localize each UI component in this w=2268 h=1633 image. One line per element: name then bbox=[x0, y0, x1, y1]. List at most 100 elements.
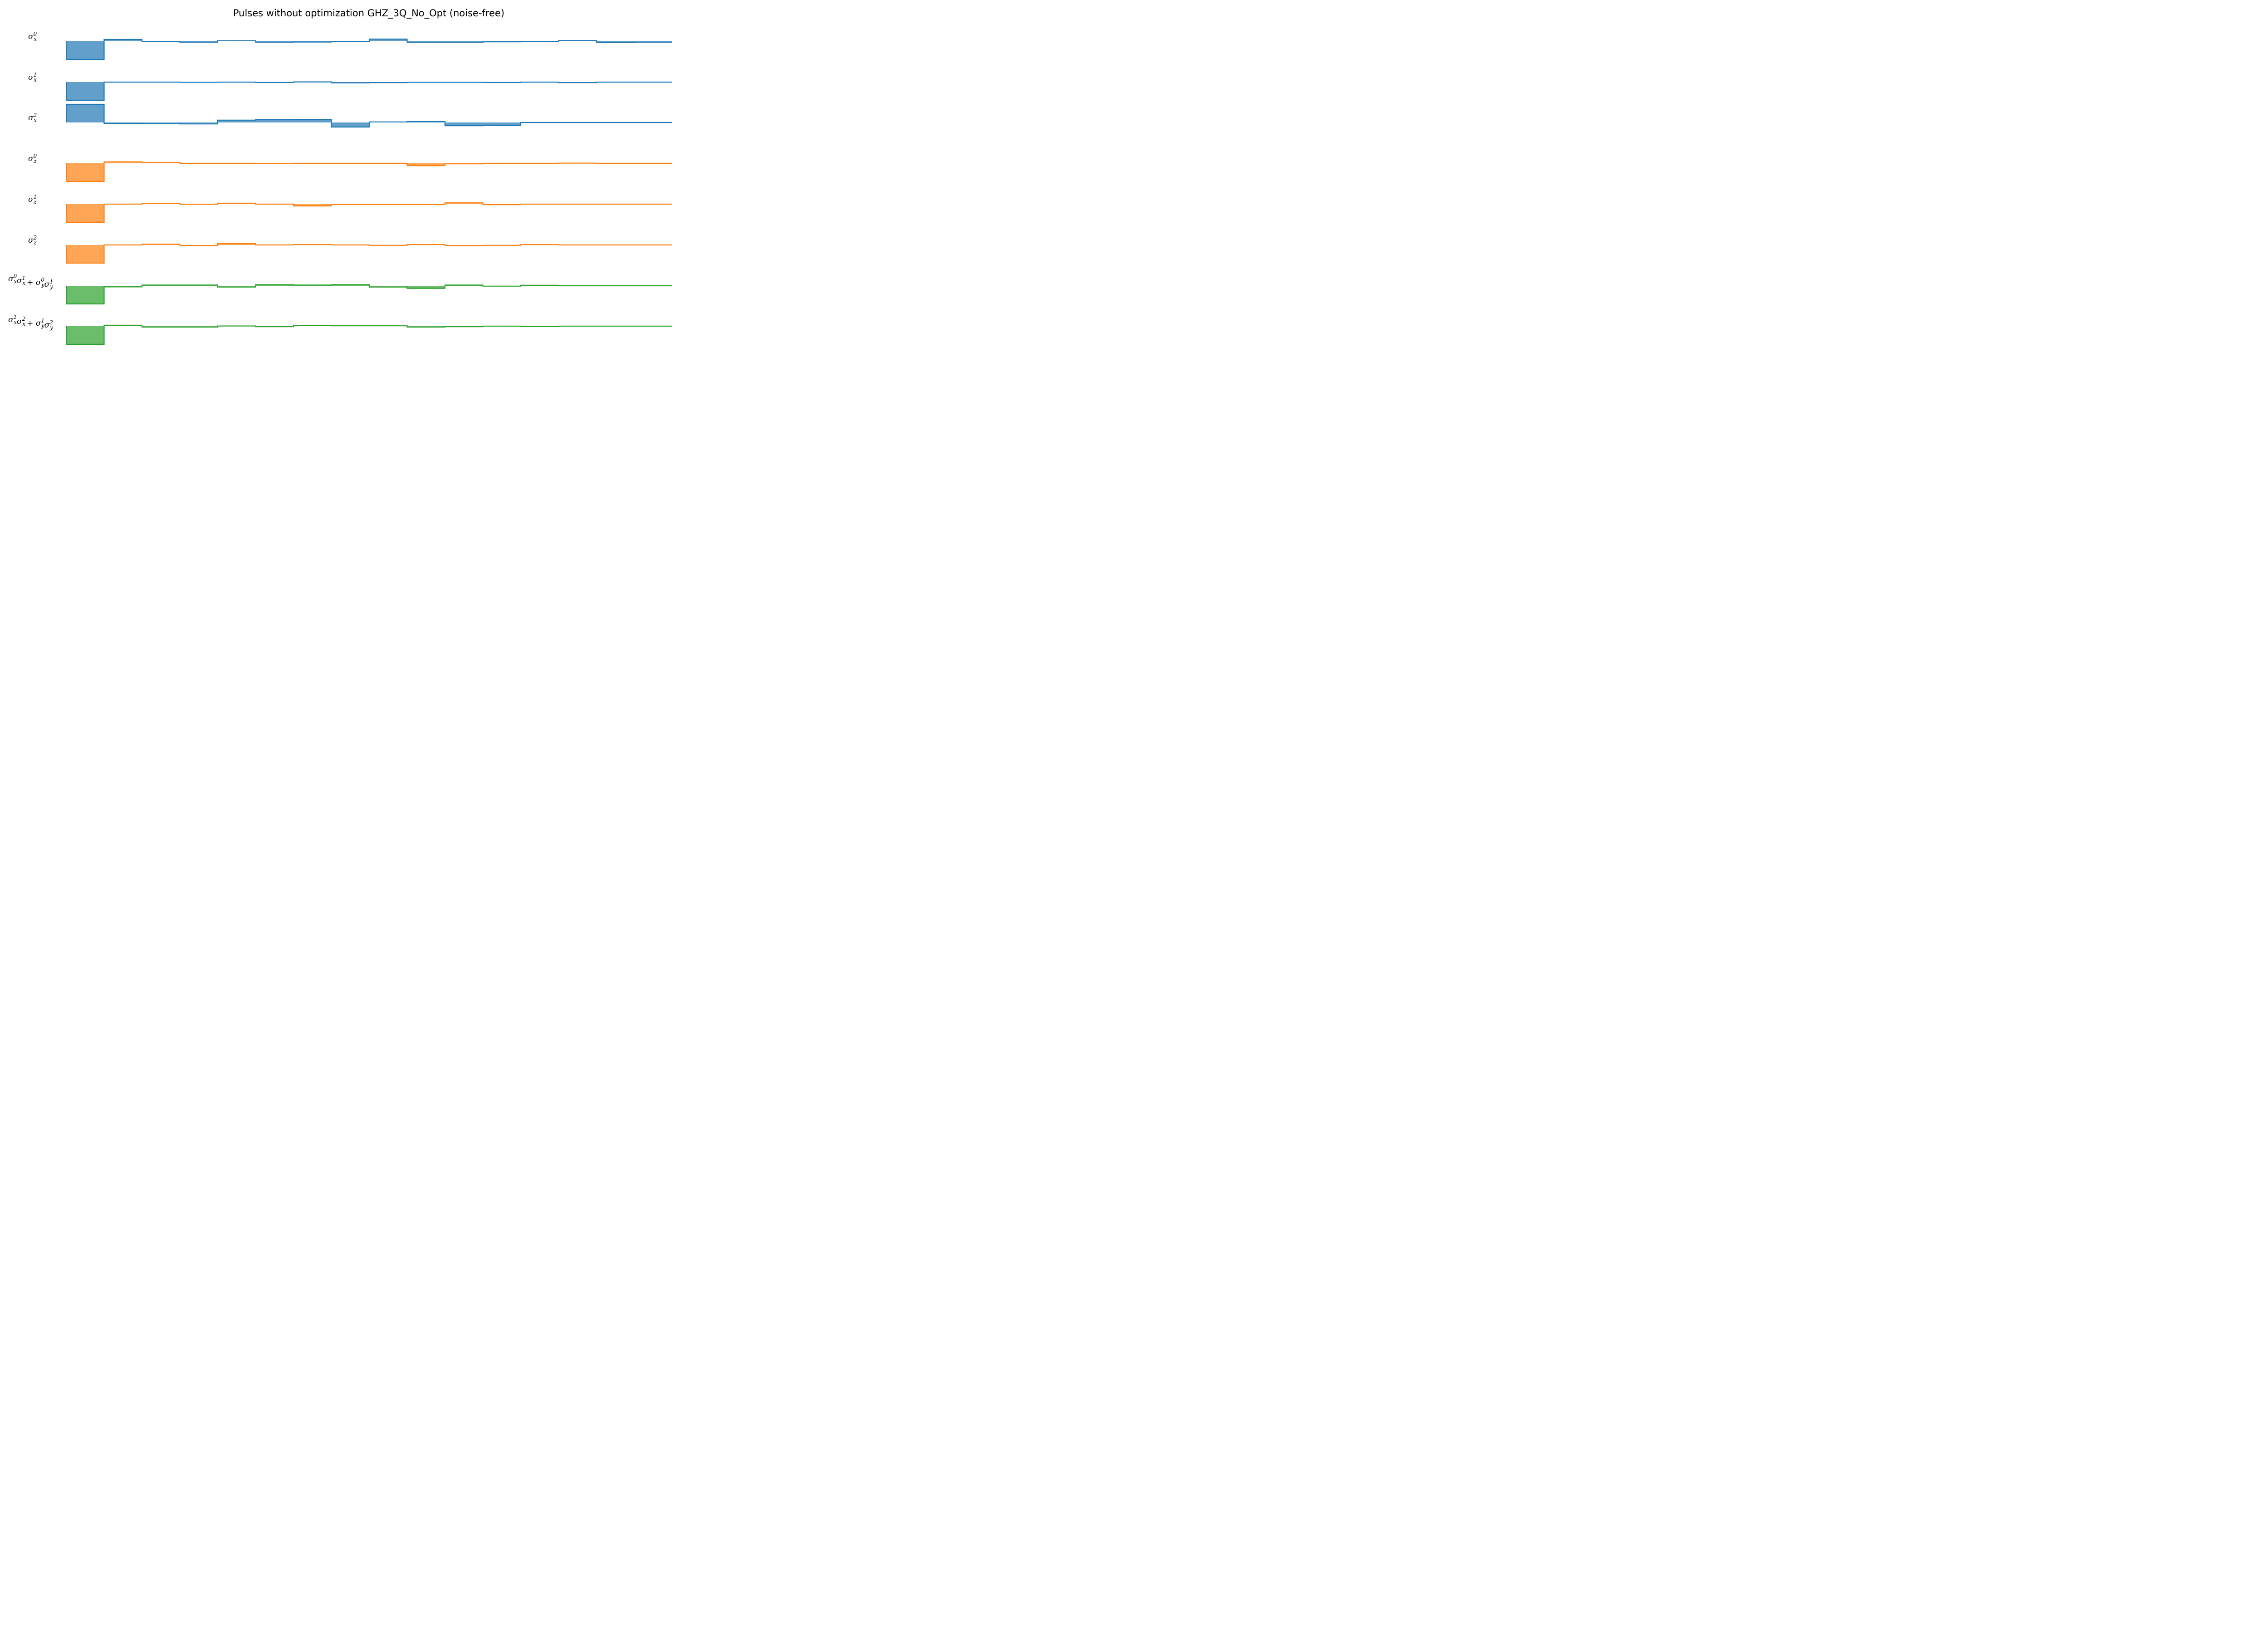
label-sigma: σ bbox=[28, 154, 34, 163]
label-sigma: σ bbox=[28, 195, 34, 204]
label-plus: + bbox=[27, 319, 36, 328]
label-superscript: 0 bbox=[34, 31, 37, 37]
pulse-line bbox=[66, 284, 672, 305]
label-sigma: σ bbox=[17, 317, 22, 326]
label-superscript: 1 bbox=[22, 275, 26, 281]
label-sigma: σ bbox=[8, 315, 14, 324]
series-label: σ1 z bbox=[28, 194, 37, 205]
label-subscript: x bbox=[14, 278, 17, 284]
pulse-line bbox=[66, 103, 672, 128]
pulse-segment bbox=[66, 41, 104, 59]
pulse-segment bbox=[104, 161, 142, 163]
pulse-segment bbox=[369, 39, 407, 41]
label-superscript: 2 bbox=[49, 319, 53, 326]
series-label: σ1 x bbox=[28, 72, 37, 83]
pulse-line bbox=[66, 39, 672, 60]
label-superscript: 1 bbox=[49, 279, 53, 285]
label-subscript: x bbox=[22, 321, 25, 327]
label-superscript: 2 bbox=[33, 235, 37, 241]
pulse-segment bbox=[142, 122, 180, 124]
pulse-rows: σ0 xσ1 xσ2 xσ0 zσ1 zσ2 zσ0 xσ1 x + σ0 yσ1 yσ1 xσ2 x + … bbox=[8, 31, 672, 345]
pulse-segment bbox=[66, 82, 104, 100]
series-label: σ0 x bbox=[28, 31, 37, 42]
label-sigma: σ bbox=[28, 236, 34, 245]
series-label: σ1 xσ2 x + σ1 yσ2 y bbox=[8, 314, 53, 331]
label-plus: + bbox=[27, 278, 36, 287]
pulse-row: σ1 xσ2 x + σ1 yσ2 y bbox=[8, 314, 672, 345]
label-subscript: x bbox=[34, 36, 37, 42]
series-label: σ2 z bbox=[28, 235, 37, 246]
pulse-segment bbox=[66, 204, 104, 222]
pulse-row: σ2 x bbox=[28, 103, 672, 128]
label-superscript: 1 bbox=[14, 314, 17, 320]
label-sigma: σ bbox=[8, 274, 14, 284]
pulse-segment bbox=[104, 286, 142, 287]
pulse-segment bbox=[483, 122, 521, 126]
pulse-segment bbox=[445, 203, 483, 204]
pulse-segment bbox=[66, 326, 104, 344]
label-superscript: 2 bbox=[33, 112, 37, 118]
label-sigma: σ bbox=[17, 276, 22, 285]
series-label: σ2 x bbox=[28, 112, 37, 123]
pulse-line bbox=[66, 161, 672, 182]
label-subscript: y bbox=[49, 324, 53, 331]
label-subscript: y bbox=[41, 323, 44, 329]
pulse-segment bbox=[596, 41, 635, 43]
label-subscript: z bbox=[33, 158, 37, 164]
label-subscript: y bbox=[49, 284, 53, 290]
pulse-row: σ0 x bbox=[28, 31, 672, 60]
pulse-segment bbox=[407, 163, 445, 166]
pulse-segment bbox=[218, 286, 256, 287]
pulse-segment bbox=[255, 119, 293, 122]
series-label: σ0 xσ1 x + σ0 yσ1 y bbox=[8, 273, 53, 290]
series-label: σ0 z bbox=[28, 153, 37, 164]
label-sigma: σ bbox=[28, 32, 34, 41]
pulse-segment bbox=[407, 286, 445, 288]
label-sigma: σ bbox=[28, 113, 34, 122]
label-superscript: 0 bbox=[14, 273, 17, 279]
pulse-segment bbox=[445, 122, 483, 126]
label-subscript: x bbox=[14, 319, 17, 325]
pulse-segment bbox=[180, 122, 218, 124]
pulse-segment bbox=[66, 286, 104, 304]
pulse-line bbox=[66, 81, 672, 101]
pulse-segment bbox=[293, 204, 332, 206]
label-subscript: x bbox=[34, 117, 37, 123]
label-sigma: σ bbox=[36, 319, 41, 328]
pulse-line bbox=[66, 202, 672, 223]
pulse-row: σ1 x bbox=[28, 72, 672, 101]
label-sigma: σ bbox=[36, 278, 41, 287]
label-subscript: z bbox=[33, 240, 37, 246]
label-sigma: σ bbox=[44, 321, 50, 330]
pulse-row: σ2 z bbox=[28, 235, 672, 264]
label-subscript: x bbox=[34, 77, 37, 83]
pulse-segment bbox=[66, 245, 104, 263]
pulse-segment bbox=[255, 284, 293, 286]
pulse-segment bbox=[66, 163, 104, 181]
pulse-segment bbox=[369, 286, 407, 287]
pulse-segment bbox=[293, 119, 332, 122]
label-superscript: 1 bbox=[34, 72, 37, 78]
pulse-segment bbox=[218, 243, 256, 245]
pulse-row: σ1 z bbox=[28, 194, 672, 223]
label-superscript: 0 bbox=[41, 277, 44, 283]
pulse-segment bbox=[104, 39, 142, 41]
label-superscript: 0 bbox=[34, 153, 37, 159]
chart-title: Pulses without optimization GHZ_3Q_No_Op… bbox=[233, 8, 504, 19]
pulse-row: σ0 z bbox=[28, 153, 672, 182]
pulse-segment bbox=[66, 104, 104, 122]
label-subscript: z bbox=[33, 199, 37, 205]
label-superscript: 1 bbox=[34, 194, 37, 200]
pulse-segment bbox=[331, 122, 369, 127]
pulse-segment bbox=[218, 120, 256, 122]
pulse-row: σ0 xσ1 x + σ0 yσ1 y bbox=[8, 273, 672, 305]
label-subscript: x bbox=[22, 280, 25, 286]
label-superscript: 2 bbox=[22, 316, 26, 322]
pulse-segment bbox=[331, 284, 369, 286]
pulse-line bbox=[66, 324, 672, 345]
pulse-segment bbox=[407, 41, 445, 43]
pulse-line bbox=[66, 243, 672, 264]
pulse-chart: Pulses without optimization GHZ_3Q_No_Op… bbox=[8, 8, 672, 345]
label-superscript: 1 bbox=[41, 318, 44, 324]
label-sigma: σ bbox=[44, 280, 50, 289]
